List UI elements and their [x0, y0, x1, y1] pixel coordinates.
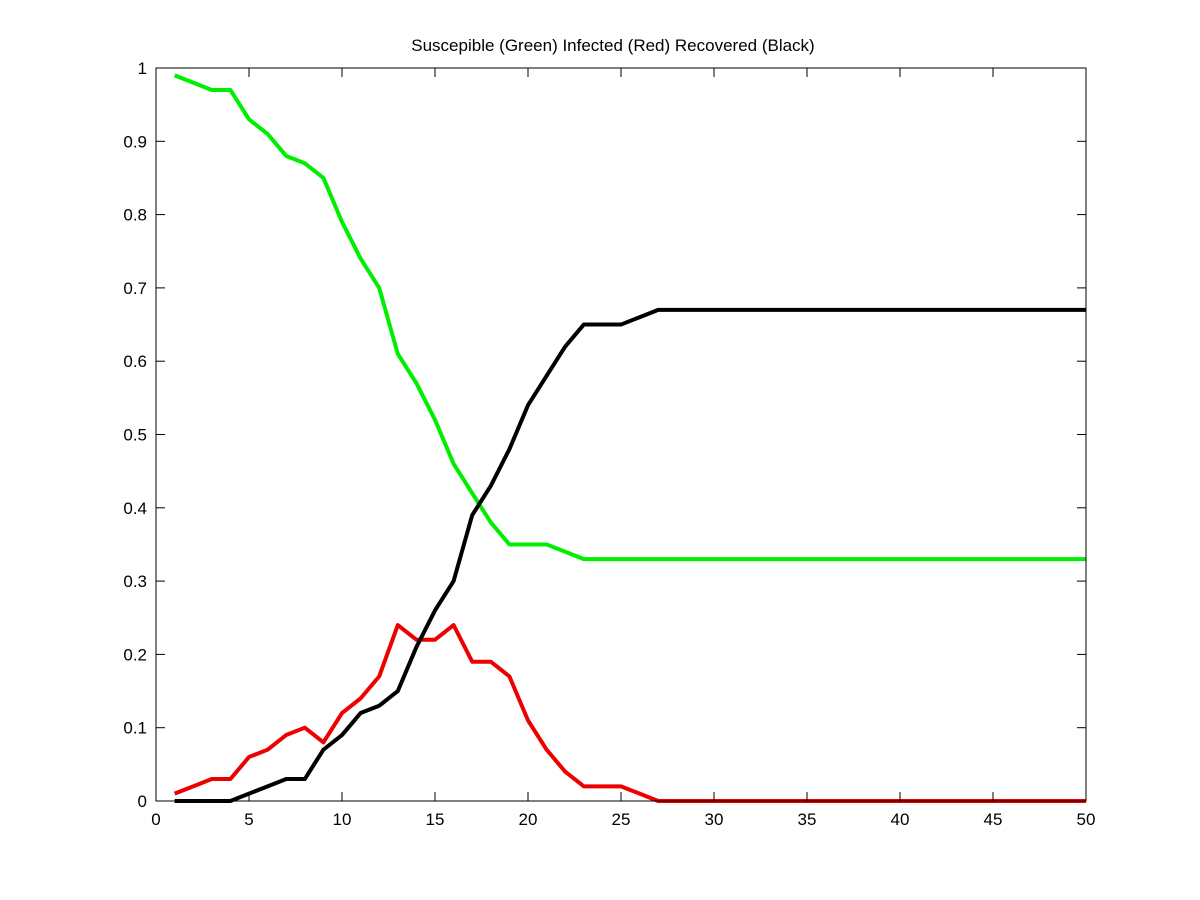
x-tick-label: 0 — [151, 810, 160, 829]
y-tick-label: 0.5 — [123, 426, 147, 445]
x-tick-label: 40 — [891, 810, 910, 829]
series-line-infected — [173, 623, 1086, 803]
series-line-susceptible — [173, 73, 1086, 562]
y-tick-label: 0.9 — [123, 132, 147, 151]
y-tick-label: 0.8 — [123, 206, 147, 225]
x-tick-label: 15 — [426, 810, 445, 829]
y-tick-label: 0.1 — [123, 719, 147, 738]
y-axis-tick-labels: 0 0.1 0.2 0.3 0.4 0.5 0.6 0.7 0.8 0.9 1 — [123, 59, 147, 811]
plot-series — [173, 73, 1086, 803]
x-tick-label: 20 — [519, 810, 538, 829]
y-tick-label: 0.3 — [123, 572, 147, 591]
x-tick-label: 50 — [1077, 810, 1096, 829]
x-tick-label: 10 — [333, 810, 352, 829]
x-tick-label: 45 — [984, 810, 1003, 829]
x-tick-label: 5 — [244, 810, 253, 829]
axis-ticks — [155, 67, 1087, 802]
y-tick-label: 0.4 — [123, 499, 147, 518]
y-tick-label: 0.6 — [123, 352, 147, 371]
y-tick-label: 1 — [138, 59, 147, 78]
y-tick-label: 0.2 — [123, 645, 147, 664]
series-line-recovered — [174, 307, 1086, 803]
y-tick-label: 0 — [138, 792, 147, 811]
x-tick-label: 30 — [705, 810, 724, 829]
y-tick-label: 0.7 — [123, 279, 147, 298]
x-axis-tick-labels: 0 5 10 15 20 25 30 35 40 45 50 — [151, 810, 1095, 829]
plot-area-frame — [155, 67, 1087, 802]
x-tick-label: 35 — [798, 810, 817, 829]
x-tick-label: 25 — [612, 810, 631, 829]
chart-title: Suscepible (Green) Infected (Red) Recove… — [411, 36, 814, 55]
